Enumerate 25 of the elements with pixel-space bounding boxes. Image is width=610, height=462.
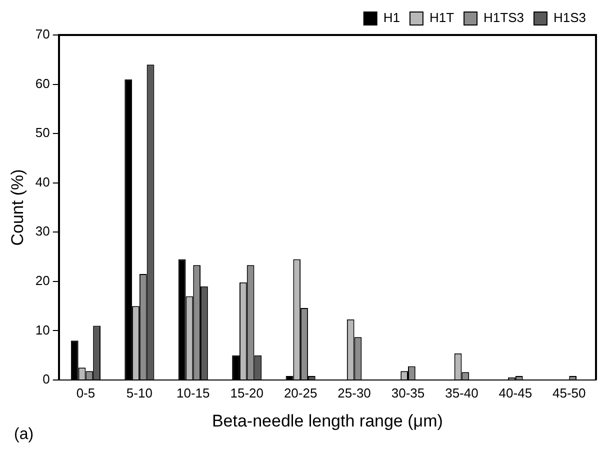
x-tick-label: 35-40 [445, 385, 478, 400]
y-tick-label: 40 [35, 174, 50, 190]
x-tick-label: 30-35 [391, 385, 425, 400]
x-tick-label: 15-20 [230, 385, 264, 400]
y-tick-label: 20 [35, 273, 50, 288]
x-tick-label: 10-15 [176, 385, 210, 400]
y-tick-label: 50 [35, 125, 50, 140]
x-tick-label: 20-25 [284, 385, 318, 400]
y-tick-label: 30 [35, 224, 50, 239]
y-tick-label: 10 [35, 322, 50, 338]
legend-label: H1S3 [553, 10, 586, 26]
y-axis-title: Count (%) [8, 169, 27, 246]
y-tick-label: 60 [35, 76, 50, 91]
legend-label: H1T [429, 10, 454, 26]
y-tick-label: 70 [35, 26, 50, 42]
x-tick-label: 45-50 [552, 385, 586, 400]
y-tick-label: 0 [42, 372, 50, 387]
x-axis-title: Beta-needle length range (μm) [212, 411, 443, 430]
legend-label: H1TS3 [484, 10, 524, 26]
x-tick-label: 0-5 [76, 385, 96, 400]
x-tick-label: 5-10 [126, 385, 152, 400]
legend-label: H1 [383, 10, 400, 26]
text: (a) [14, 426, 34, 444]
x-tick-label: 40-45 [498, 385, 532, 400]
x-tick-label: 25-30 [338, 385, 371, 400]
